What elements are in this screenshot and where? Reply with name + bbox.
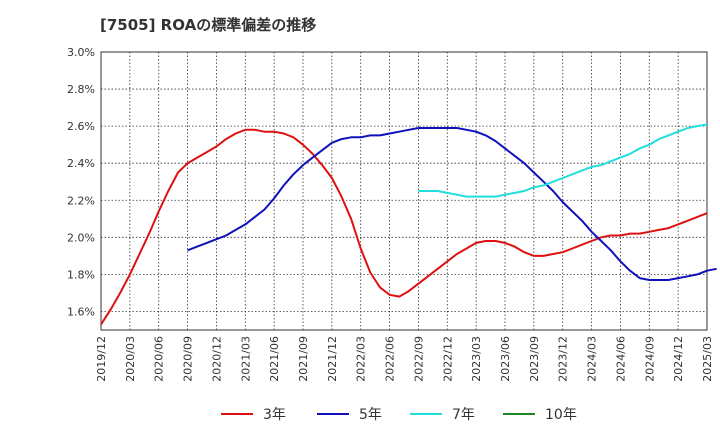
y-tick-label: 2.4% xyxy=(67,157,95,170)
y-tick-label: 2.0% xyxy=(67,231,95,244)
y-tick-label: 1.6% xyxy=(67,305,95,318)
x-axis-ticks: 2019/12 2020/03 2020/06 2020/09 2020/12 2021/… xyxy=(95,336,714,382)
x-tick-label: 2020/09 xyxy=(182,336,195,382)
series-line-0 xyxy=(100,128,708,325)
legend-label-2: 7年 xyxy=(452,407,475,423)
x-tick-label: 2019/12 xyxy=(95,336,108,382)
chart-title: [7505] ROAの標準偏差の推移 xyxy=(100,16,317,34)
y-tick-label: 2.8% xyxy=(67,83,95,96)
x-tick-label: 2022/12 xyxy=(441,336,454,382)
y-tick-label: 2.2% xyxy=(67,194,95,207)
x-tick-label: 2021/06 xyxy=(268,336,281,382)
x-tick-label: 2024/09 xyxy=(643,336,656,382)
x-tick-label: 2022/03 xyxy=(355,336,368,382)
plot-area xyxy=(100,51,708,331)
x-tick-label: 2024/06 xyxy=(614,336,627,382)
x-tick-label: 2024/12 xyxy=(672,336,685,382)
x-tick-label: 2021/09 xyxy=(297,336,310,382)
x-tick-label: 2023/06 xyxy=(499,336,512,382)
series-line-2 xyxy=(418,123,708,198)
x-tick-label: 2020/03 xyxy=(124,336,137,382)
y-tick-label: 2.6% xyxy=(67,120,95,133)
legend-label-1: 5年 xyxy=(359,407,382,423)
y-axis-ticks: 1.6% 1.8% 2.0% 2.2% 2.4% 2.6% 2.8% 3.0% xyxy=(67,46,95,318)
x-tick-label: 2023/03 xyxy=(470,336,483,382)
y-tick-label: 3.0% xyxy=(67,46,95,59)
series-line-1 xyxy=(187,127,717,281)
x-tick-label: 2022/06 xyxy=(384,336,397,382)
x-tick-label: 2021/03 xyxy=(239,336,252,382)
legend: 3年 5年 7年 10年 xyxy=(221,407,577,423)
x-tick-label: 2021/12 xyxy=(326,336,339,382)
x-tick-label: 2023/12 xyxy=(557,336,570,382)
x-tick-label: 2020/06 xyxy=(153,336,166,382)
series-lines xyxy=(100,123,717,325)
y-tick-label: 1.8% xyxy=(67,268,95,281)
legend-label-0: 3年 xyxy=(263,407,286,423)
x-tick-label: 2024/03 xyxy=(586,336,599,382)
x-tick-label: 2020/12 xyxy=(210,336,223,382)
x-tick-label: 2022/09 xyxy=(412,336,425,382)
x-tick-label: 2023/09 xyxy=(528,336,541,382)
x-tick-label: 2025/03 xyxy=(701,336,714,382)
legend-label-3: 10年 xyxy=(545,407,577,423)
